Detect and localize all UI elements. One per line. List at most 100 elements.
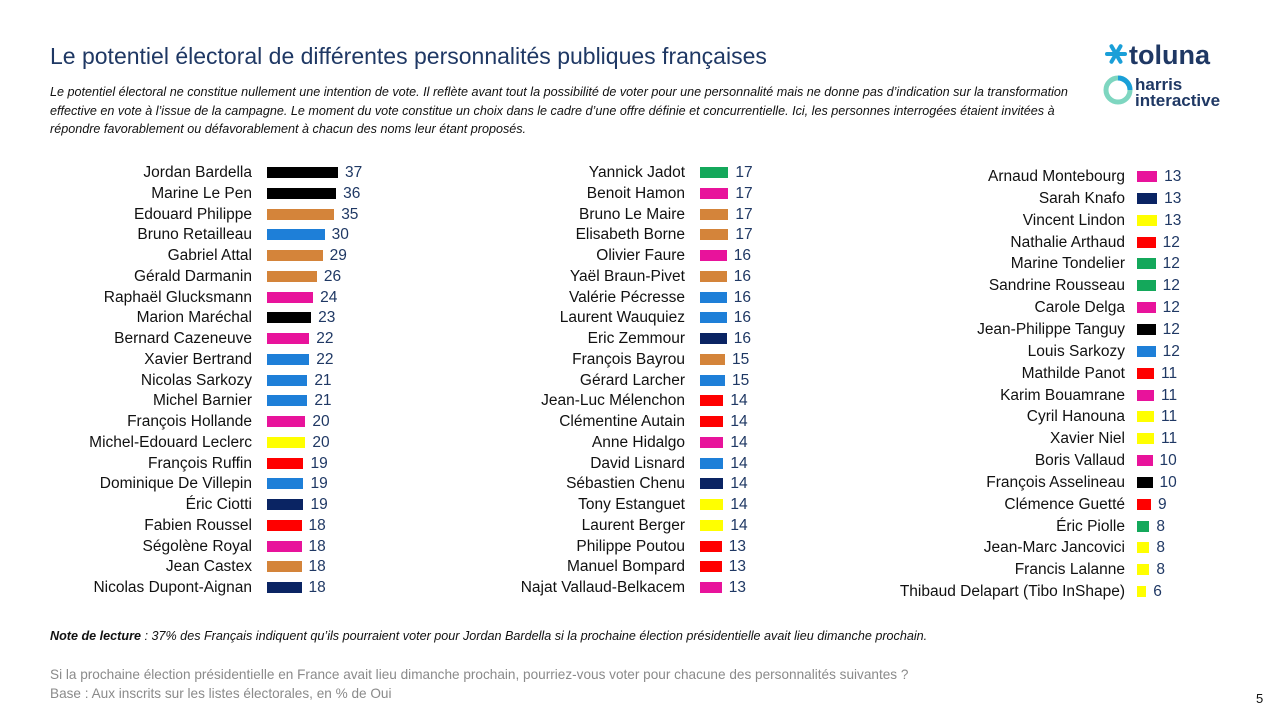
value-bar (700, 540, 722, 552)
chart-row: Nicolas Dupont-Aignan 18 (0, 578, 325, 598)
interactive-wordmark: interactive (1135, 91, 1220, 110)
chart-row: Sébastien Chenu 14 (0, 474, 748, 494)
value-bar (267, 187, 337, 199)
chart-row: Xavier Bertrand 22 (0, 350, 333, 370)
person-name-label: Bruno Le Maire (579, 205, 685, 223)
chart-row: Bruno Retailleau 30 (0, 225, 348, 245)
value-bar (267, 457, 304, 469)
chart-row: Louis Sarkozy 12 (0, 342, 1180, 362)
chart-row: Valérie Pécresse 16 (0, 288, 751, 308)
value-label: 19 (310, 454, 328, 472)
value-bar (267, 291, 314, 303)
value-bar (267, 333, 310, 344)
chart-row: François Asselineau 10 (0, 473, 1176, 493)
value-bar (700, 229, 729, 241)
value-label: 23 (318, 309, 336, 327)
value-label: 29 (329, 247, 347, 264)
chart-row: Jordan Bardella 37 (0, 163, 362, 183)
value-label: 14 (730, 475, 748, 493)
value-label: 8 (1156, 539, 1166, 557)
person-name-label: François Asselineau (986, 473, 1125, 491)
value-label: 12 (1162, 255, 1180, 273)
person-name-label: Fabien Roussel (144, 516, 252, 534)
value-bar (1137, 411, 1155, 423)
value-label: 10 (1159, 452, 1177, 470)
person-name-label: Marine Tondelier (1010, 255, 1125, 273)
chart-row: Vincent Lindon 13 (0, 211, 1182, 231)
value-label: 10 (1159, 473, 1177, 491)
chart-row: David Lisnard 14 (0, 454, 747, 474)
value-bar (700, 416, 724, 427)
person-name-label: Vincent Lindon (1022, 211, 1125, 229)
value-bar (1137, 367, 1155, 379)
value-bar (267, 499, 304, 510)
value-label: 14 (730, 392, 748, 410)
value-label: 24 (320, 288, 338, 306)
person-name-label: Éric Piolle (1056, 517, 1125, 535)
person-name-label: Louis Sarkozy (1027, 342, 1125, 360)
chart-row: Michel Barnier 21 (0, 391, 332, 411)
chart-row: Mathilde Panot 11 (0, 364, 1178, 384)
person-name-label: Mathilde Panot (1021, 364, 1125, 382)
value-label: 12 (1162, 233, 1180, 251)
value-bar (1137, 323, 1156, 335)
chart-row: Gérald Darmanin 26 (0, 267, 341, 287)
page-number: 5 (1256, 691, 1264, 706)
chart-row: Fabien Roussel 18 (0, 516, 326, 536)
chart-row: Raphaël Glucksmann 24 (0, 288, 338, 308)
chart-row: Arnaud Montebourg 13 (0, 167, 1181, 187)
value-label: 13 (728, 579, 746, 596)
survey-base: Base : Aux inscrits sur les listes élect… (50, 686, 392, 701)
value-bar (267, 353, 310, 365)
person-name-label: Boris Vallaud (1034, 452, 1125, 470)
value-label: 11 (1161, 364, 1178, 382)
value-label: 37 (345, 164, 363, 181)
chart-row: Thibaud Delapart (Tibo InShape) 6 (0, 582, 1162, 602)
chart-row: Marion Maréchal 23 (0, 308, 336, 328)
value-bar (267, 395, 308, 407)
chart-row: Sandrine Rousseau 12 (0, 276, 1180, 296)
chart-row: Clémentine Autain 14 (0, 412, 747, 432)
chart-row: Eric Zemmour 16 (0, 329, 751, 349)
value-bar (700, 353, 726, 365)
person-name-label: Nicolas Sarkozy (140, 371, 252, 389)
value-bar (700, 519, 724, 531)
value-bar (267, 167, 339, 178)
value-label: 19 (310, 496, 328, 513)
person-name-label: Dominique De Villepin (99, 475, 252, 493)
value-label: 21 (314, 371, 332, 389)
chart-row: Yaël Braun-Pivet 16 (0, 267, 751, 287)
person-name-label: Cyril Hanouna (1026, 408, 1125, 426)
person-name-label: Jean-Luc Mélenchon (541, 392, 685, 410)
value-label: 8 (1156, 517, 1166, 535)
value-bar (700, 561, 722, 573)
value-label: 30 (331, 226, 349, 244)
value-bar (267, 229, 325, 241)
chart-row: Laurent Berger 14 (0, 516, 748, 536)
chart-row: Gabriel Attal 29 (0, 246, 347, 266)
person-name-label: Michel-Edouard Leclerc (89, 433, 252, 451)
chart-row: Cyril Hanouna 11 (0, 407, 1177, 427)
person-name-label: Tony Estanguet (578, 496, 685, 513)
value-bar (1137, 476, 1153, 488)
page-title: Le potentiel électoral de différentes pe… (50, 43, 767, 69)
person-name-label: David Lisnard (590, 454, 685, 472)
chart-row: Boris Vallaud 10 (0, 451, 1177, 471)
chart-row: Sarah Knafo 13 (0, 189, 1182, 209)
value-label: 15 (732, 371, 750, 389)
person-name-label: Nathalie Arthaud (1010, 233, 1125, 251)
value-bar (1137, 302, 1156, 314)
chart-row: Gérard Larcher 15 (0, 371, 749, 391)
value-bar (267, 270, 317, 282)
value-bar (700, 291, 727, 303)
chart-row: Éric Ciotti 19 (0, 495, 328, 515)
value-label: 17 (735, 184, 753, 202)
value-label: 14 (730, 496, 748, 513)
value-bar (1137, 520, 1150, 532)
chart-row: Bruno Le Maire 17 (0, 205, 753, 225)
value-bar (267, 540, 302, 552)
value-label: 20 (312, 433, 330, 451)
value-label: 20 (312, 413, 330, 430)
value-label: 18 (308, 558, 326, 576)
value-bar (1137, 564, 1150, 576)
